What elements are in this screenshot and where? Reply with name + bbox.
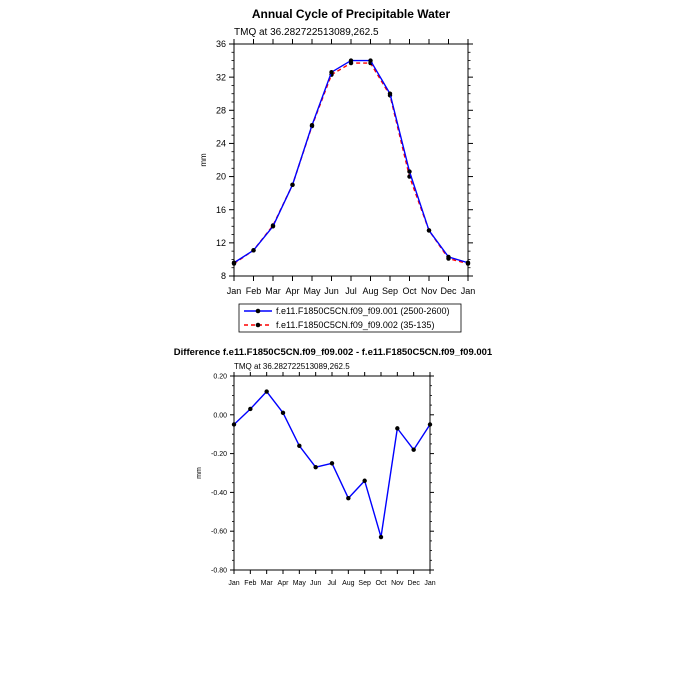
top-chart-ylabel: mm	[199, 153, 208, 167]
x-tick-label: Aug	[342, 580, 355, 587]
x-tick-label: Dec	[407, 580, 420, 587]
y-tick-label: 8	[221, 271, 226, 281]
y-tick-label: 0.00	[213, 412, 227, 419]
bottom-chart-y-axis: -0.80 -0.60 -0.40 -0.20 0.00 0.20	[211, 373, 434, 574]
x-tick-label: Jul	[345, 286, 357, 296]
x-tick-label: Dec	[440, 286, 457, 296]
x-tick-label: May	[303, 286, 321, 296]
legend: f.e11.F1850C5CN.f09_f09.001 (2500-2600) …	[238, 303, 462, 333]
data-point	[346, 496, 351, 501]
x-tick-label: Jan	[228, 580, 239, 587]
data-point	[426, 228, 432, 233]
x-tick-label: Oct	[376, 580, 387, 587]
legend-label-series-1: f.e11.F1850C5CN.f09_f09.001 (2500-2600)	[276, 306, 449, 316]
data-point	[329, 461, 335, 466]
x-tick-label: Nov	[421, 286, 438, 296]
x-tick-label: Jun	[310, 580, 321, 587]
data-point	[362, 478, 367, 483]
data-point	[248, 406, 253, 412]
bottom-chart-subtitle: TMQ at 36.282722513089,262.5	[234, 362, 350, 371]
data-point	[270, 224, 276, 229]
x-tick-label: Jan	[227, 286, 242, 296]
series-line	[233, 59, 469, 264]
data-point	[309, 123, 315, 128]
y-tick-label: -0.80	[211, 567, 227, 574]
data-point	[378, 534, 384, 540]
x-tick-label: Sep	[382, 286, 398, 296]
y-tick-label: 24	[216, 139, 226, 149]
top-chart-frame	[233, 43, 469, 277]
y-tick-label: 32	[216, 72, 226, 82]
bottom-chart-title: Difference f.e11.F1850C5CN.f09_f09.002 -…	[174, 347, 493, 358]
top-chart: Annual Cycle of Precipitable Water TMQ a…	[199, 7, 475, 296]
bottom-chart-ylabel: mm	[196, 467, 203, 479]
data-point	[297, 443, 302, 449]
top-chart-series	[231, 58, 471, 266]
x-tick-label: Jul	[328, 580, 337, 587]
y-tick-label: 0.20	[213, 373, 227, 380]
data-point	[280, 410, 286, 416]
data-point	[329, 69, 334, 75]
legend-marker-series-2	[255, 322, 261, 328]
y-tick-label: 20	[216, 172, 226, 182]
bottom-chart-frame	[233, 375, 431, 571]
top-chart-title: Annual Cycle of Precipitable Water	[252, 7, 451, 21]
x-tick-label: May	[293, 580, 307, 587]
x-tick-label: Feb	[244, 580, 256, 587]
y-tick-label: 28	[216, 105, 226, 115]
bottom-chart: Difference f.e11.F1850C5CN.f09_f09.002 -…	[174, 347, 493, 587]
x-tick-label: Jan	[424, 580, 435, 587]
data-point	[348, 58, 354, 63]
data-point	[407, 169, 412, 174]
top-chart-subtitle: TMQ at 36.282722513089,262.5	[234, 27, 379, 38]
x-tick-label: Sep	[358, 580, 371, 587]
top-chart-y-axis: 8 12 16 20 24 28 32 36	[216, 39, 473, 281]
data-point	[368, 58, 373, 63]
bottom-chart-series	[231, 389, 433, 540]
data-point	[251, 248, 256, 253]
data-point	[387, 91, 393, 96]
x-tick-label: Jun	[324, 286, 339, 296]
y-tick-label: -0.20	[211, 451, 227, 458]
data-point	[264, 389, 269, 394]
legend-label-series-2: f.e11.F1850C5CN.f09_f09.002 (35-135)	[276, 320, 434, 330]
series-line	[233, 62, 469, 265]
x-tick-label: Oct	[402, 286, 417, 296]
data-point	[395, 426, 400, 431]
x-tick-label: Mar	[261, 580, 274, 587]
x-tick-label: Nov	[391, 580, 404, 587]
data-point	[290, 182, 295, 188]
y-tick-label: 36	[216, 39, 226, 49]
y-tick-label: -0.40	[211, 490, 227, 497]
data-point	[427, 422, 433, 427]
x-tick-label: Apr	[278, 580, 290, 587]
x-tick-label: Mar	[265, 286, 281, 296]
bottom-chart-x-axis: Jan Feb Mar Apr May Jun Jul Aug Sep Oct Nov Dec Jan	[228, 372, 436, 587]
data-point	[313, 464, 318, 470]
y-tick-label: 16	[216, 205, 226, 215]
top-chart-x-axis: Jan Feb Mar Apr May Jun Jul Aug Sep Oct Nov Dec Jan	[227, 39, 476, 296]
data-point	[465, 260, 471, 265]
legend-box	[238, 303, 462, 333]
y-tick-label: -0.60	[211, 529, 227, 536]
legend-marker-series-1	[255, 308, 261, 314]
data-point	[411, 447, 416, 452]
x-tick-label: Apr	[285, 286, 299, 296]
data-point	[231, 260, 237, 265]
y-tick-label: 12	[216, 238, 226, 248]
x-tick-label: Aug	[362, 286, 378, 296]
x-tick-label: Feb	[246, 286, 262, 296]
data-point	[231, 422, 237, 427]
data-point	[446, 254, 451, 260]
x-tick-label: Jan	[461, 286, 476, 296]
